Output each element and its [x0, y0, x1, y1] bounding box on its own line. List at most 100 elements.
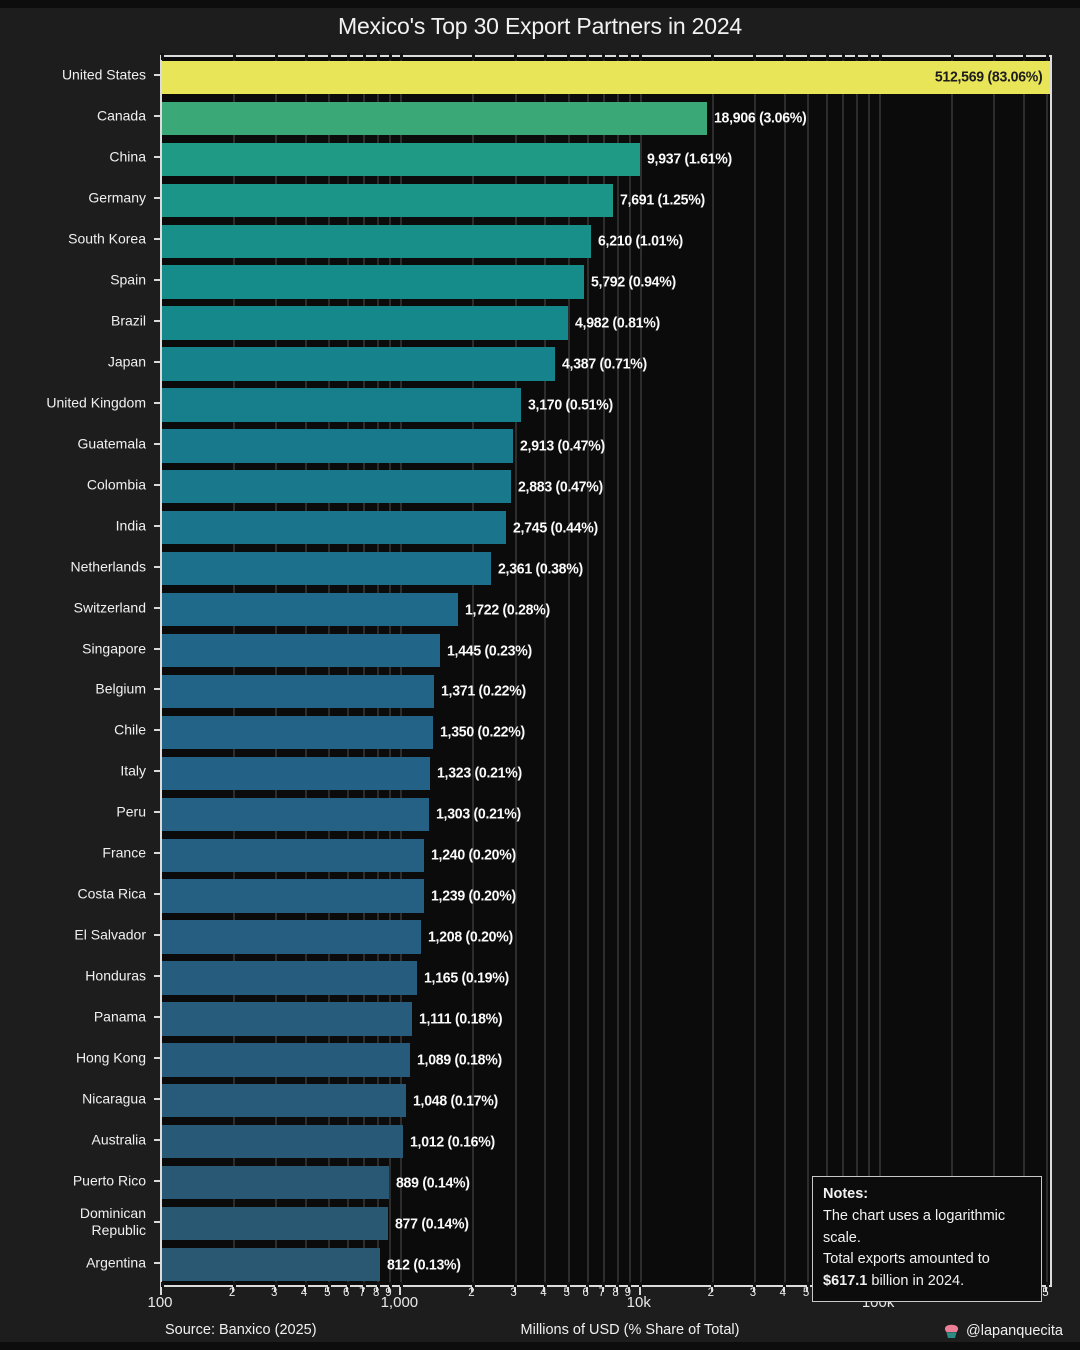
top-spine-tick — [602, 53, 606, 60]
top-spine-tick — [616, 53, 620, 60]
bottom-spine-tick — [232, 1282, 236, 1289]
x-axis-tick-mark — [752, 1287, 755, 1292]
gridline — [639, 57, 642, 1285]
country-label-united-kingdom: United Kingdom — [46, 394, 146, 411]
y-axis-tick-mark — [154, 320, 160, 323]
gridline — [347, 57, 350, 1285]
bar-dominican-republic — [162, 1206, 388, 1241]
bar-south-korea — [162, 224, 592, 258]
y-axis-tick-mark — [154, 688, 160, 691]
country-label-chile: Chile — [114, 721, 146, 738]
top-spine-tick — [388, 53, 392, 60]
plot-area: 512,569 (83.06%) 18,906 (3.06%) 9,937 (1.6… — [160, 53, 1052, 1289]
value-label-netherlands: 2,361 (0.38%) — [497, 560, 583, 578]
value-label-china: 9,937 (1.61%) — [647, 150, 732, 168]
top-spine-tick — [471, 53, 475, 60]
x-axis-minor-tick-label: 4 — [300, 1287, 308, 1299]
gridline — [807, 57, 810, 1285]
value-label-belgium: 1,371 (0.22%) — [441, 682, 527, 700]
bar-guatemala — [162, 429, 513, 463]
notes-line-scale: The chart uses a logarithmic scale. — [823, 1207, 1006, 1246]
x-axis-tick-mark — [627, 1287, 630, 1292]
bar-honduras — [162, 961, 418, 995]
top-spine-tick — [160, 53, 164, 60]
bar-belgium — [162, 674, 435, 709]
value-label-puerto-rico: 889 (0.14%) — [396, 1174, 470, 1192]
x-axis-tick-mark — [615, 1287, 618, 1292]
bottom-spine-tick — [327, 1282, 331, 1289]
x-axis-tick-mark — [376, 1287, 379, 1292]
bottom-spine-tick — [628, 1282, 632, 1289]
x-axis-minor-tick-label: 7 — [359, 1287, 366, 1299]
bar-germany — [162, 183, 614, 217]
gridline — [879, 57, 882, 1285]
value-label-hong-kong: 1,089 (0.18%) — [417, 1051, 503, 1069]
x-axis-minor-tick-label: 6 — [343, 1287, 350, 1299]
bottom-spine-tick — [471, 1282, 475, 1289]
top-spine-tick — [567, 53, 571, 60]
x-axis-minor-tick-label: 9 — [624, 1287, 631, 1299]
top-spine-tick — [867, 53, 871, 60]
y-axis-tick-mark — [154, 606, 160, 609]
gridline — [993, 57, 996, 1285]
country-label-guatemala: Guatemala — [77, 435, 146, 452]
bar-china — [162, 142, 641, 176]
country-label-singapore: Singapore — [82, 640, 146, 657]
x-axis-major-tick-label: 1,000 — [380, 1294, 419, 1311]
y-axis-tick-mark — [154, 893, 160, 896]
bar-canada — [162, 101, 707, 136]
value-label-singapore: 1,445 (0.23%) — [446, 642, 532, 660]
country-label-japan: Japan — [107, 353, 146, 370]
bar-nicaragua — [162, 1084, 407, 1118]
bottom-spine-tick — [616, 1282, 620, 1289]
value-label-canada: 18,906 (3.06%) — [713, 109, 807, 127]
value-label-argentina: 812 (0.13%) — [386, 1256, 461, 1274]
bar-united-kingdom — [162, 388, 522, 422]
gridline — [868, 57, 871, 1285]
gridline — [305, 57, 308, 1285]
top-spine-tick — [514, 53, 518, 60]
top-spine-tick — [950, 53, 954, 60]
top-spine-tick — [304, 53, 308, 60]
top-spine-tick — [376, 53, 380, 60]
top-spine-tick — [639, 53, 643, 60]
value-label-italy: 1,323 (0.21%) — [437, 764, 523, 782]
top-spine-tick — [855, 53, 859, 60]
chart-title: Mexico's Top 30 Export Partners in 2024 — [338, 13, 742, 39]
value-label-france: 1,240 (0.20%) — [430, 846, 516, 864]
bottom-spine-tick — [586, 1282, 590, 1289]
top-spine-tick — [841, 53, 845, 60]
gridline — [328, 57, 331, 1285]
y-axis-tick-mark — [154, 401, 160, 404]
x-axis-tick-mark — [806, 1287, 809, 1292]
gridline — [389, 57, 392, 1285]
country-label-south-korea: South Korea — [68, 230, 146, 247]
y-axis-tick-mark — [154, 524, 160, 527]
bar-singapore — [162, 633, 440, 668]
country-label-china: China — [109, 148, 146, 165]
value-label-dominican-republic: 877 (0.14%) — [394, 1215, 469, 1233]
bottom-edge-strip — [0, 1342, 1080, 1350]
country-label-spain: Spain — [110, 271, 146, 288]
country-label-india: India — [115, 517, 146, 534]
notes-heading: Notes: — [823, 1186, 869, 1202]
bar-panama — [162, 1002, 413, 1036]
y-axis-tick-mark — [154, 361, 160, 363]
gridline — [567, 57, 570, 1285]
x-axis-minor-tick-label: 2 — [468, 1287, 475, 1299]
y-axis-tick-mark — [154, 811, 160, 814]
gridline — [400, 57, 403, 1285]
value-label-panama: 1,111 (0.18%) — [419, 1010, 503, 1028]
gridline — [783, 57, 786, 1285]
x-axis-tick-mark — [566, 1287, 569, 1292]
bottom-spine-tick — [567, 1282, 571, 1289]
top-spine-tick — [711, 53, 715, 60]
value-label-honduras: 1,165 (0.19%) — [424, 969, 510, 987]
top-spine-tick — [878, 53, 882, 60]
x-axis-tick-mark — [513, 1287, 516, 1292]
gridline — [363, 57, 366, 1285]
gridline — [711, 57, 714, 1285]
y-axis-tick-mark — [154, 1220, 160, 1223]
x-axis-minor-tick-label: 2 — [707, 1287, 714, 1299]
x-axis-tick-mark — [638, 1287, 641, 1295]
